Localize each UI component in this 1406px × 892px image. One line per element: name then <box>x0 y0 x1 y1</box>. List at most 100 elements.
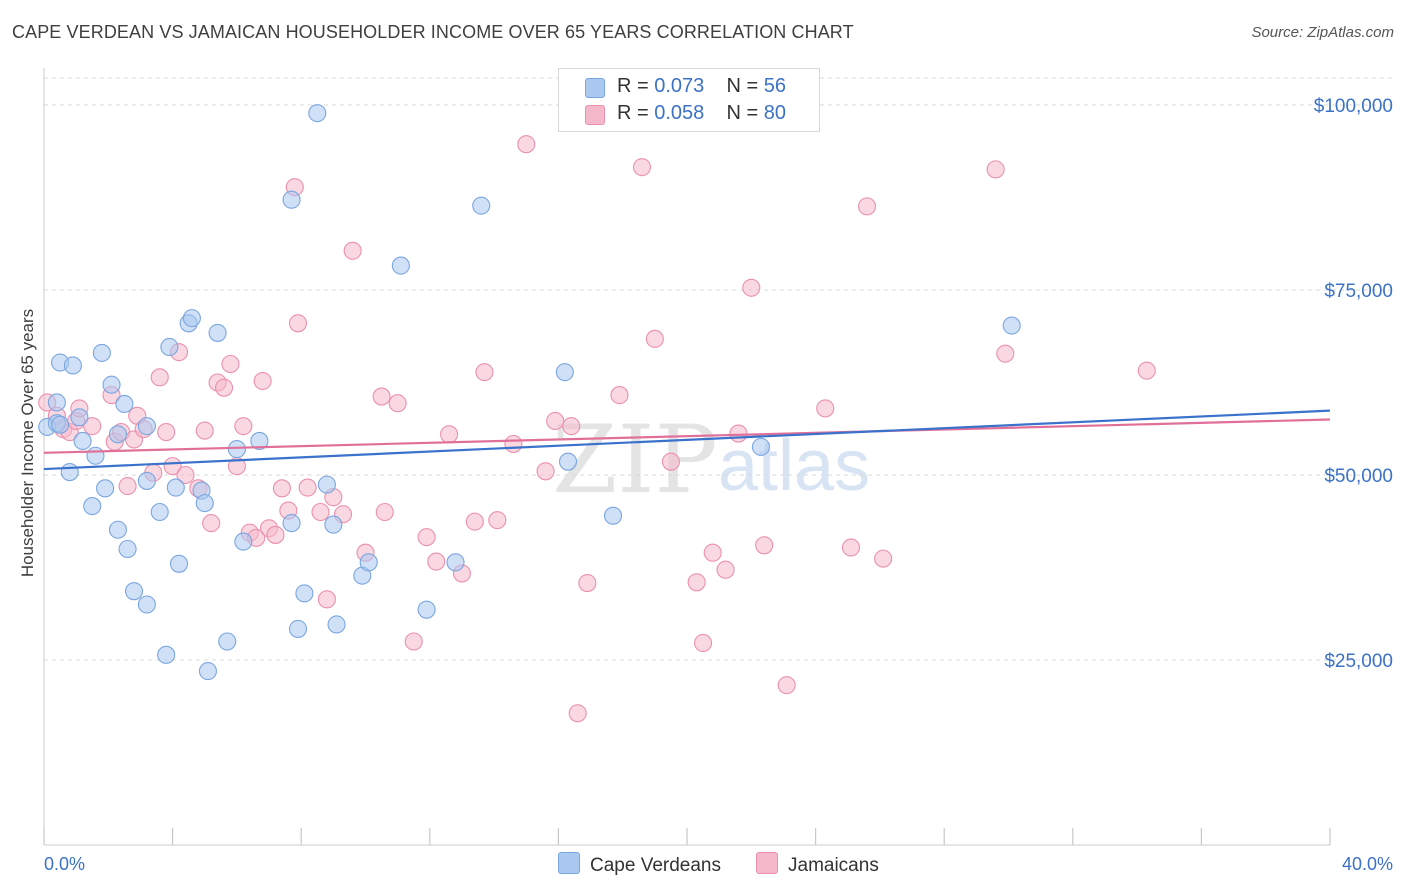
y-tick-label: $75,000 <box>1324 281 1393 302</box>
cape-verdeans-point <box>51 415 70 434</box>
jamaicans-point <box>440 425 459 444</box>
jamaicans-point <box>150 368 169 387</box>
cape-verdeans-point <box>70 408 89 427</box>
jamaicans-point <box>427 552 446 571</box>
cape-verdeans-point <box>558 452 578 471</box>
cape-verdeans-point <box>208 323 227 342</box>
jamaicans-point <box>755 536 774 555</box>
cape-verdeans-point <box>417 600 436 619</box>
legend-r-label: R = <box>617 102 649 124</box>
cape-verdeans-point <box>227 440 246 459</box>
jamaicans-point <box>578 573 597 593</box>
cape-verdeans-point <box>327 615 346 634</box>
jamaicans-point <box>694 633 713 653</box>
cape-verdeans-point <box>234 532 253 551</box>
y-tick-labels: $25,000 $50,000 $75,000 $100,000 <box>1314 96 1393 672</box>
jamaicans-point <box>465 512 484 531</box>
cape-verdeans-point <box>137 471 156 490</box>
cape-verdeans-point <box>751 437 770 456</box>
cape-verdeans-point <box>63 356 82 375</box>
jamaicans-point <box>1137 361 1156 380</box>
jamaicans-point <box>857 197 877 216</box>
jamaicans-point <box>234 417 253 436</box>
jamaicans-point <box>163 457 182 476</box>
cape-verdeans-point <box>555 363 574 382</box>
cape-verdeans-point <box>47 393 66 412</box>
jamaicans-point <box>214 378 234 397</box>
cape-verdeans-point <box>308 104 327 123</box>
jamaicans-point <box>777 676 796 695</box>
cape-verdeans-point <box>288 619 308 638</box>
jamaicans-point <box>253 371 272 391</box>
jamaicans-point <box>375 502 394 522</box>
cape-verdeans-point <box>83 497 102 516</box>
legend-swatch-pink <box>756 852 778 874</box>
jamaicans-point <box>288 314 308 333</box>
x-tick-label-max: 40.0% <box>1342 854 1393 874</box>
jamaicans-trend-line <box>43 418 1331 454</box>
jamaicans-point <box>841 538 861 557</box>
cape-verdeans-point <box>157 645 176 664</box>
legend-n-label: N = <box>726 102 759 124</box>
jamaicans-point <box>986 160 1005 179</box>
cape-verdeans-point <box>198 662 218 681</box>
cape-verdeans-points <box>38 104 1021 681</box>
cape-verdeans-point <box>137 417 156 436</box>
legend-swatch-blue <box>585 78 605 98</box>
cape-verdeans-point <box>1002 316 1021 335</box>
jamaicans-point <box>417 528 436 547</box>
cape-verdeans-point <box>391 256 410 275</box>
legend-label: Jamaicans <box>788 855 879 876</box>
cape-verdeans-point <box>86 446 105 465</box>
legend-swatch-blue <box>558 852 580 874</box>
jamaicans-point <box>298 478 317 497</box>
cape-verdeans-point <box>124 582 144 601</box>
jamaicans-point <box>266 525 285 544</box>
legend-n-value: 56 <box>763 75 787 97</box>
jamaicans-point <box>816 399 835 418</box>
jamaicans-point <box>703 543 722 562</box>
cape-verdeans-point <box>118 539 137 559</box>
jamaicans-point <box>404 632 423 651</box>
jamaicans-point <box>729 424 748 443</box>
cape-verdeans-trend-line <box>43 409 1331 471</box>
trend-lines <box>43 409 1331 471</box>
bottom-legend-jamaicans[interactable]: Jamaicans <box>756 852 879 876</box>
legend-label: Cape Verdeans <box>590 855 721 876</box>
cape-verdeans-point <box>108 425 127 444</box>
cape-verdeans-point <box>73 431 92 451</box>
jamaicans-point <box>195 421 214 440</box>
jamaicans-point <box>272 479 291 498</box>
jamaicans-point <box>661 452 680 471</box>
jamaicans-point <box>874 549 893 568</box>
cape-verdeans-point <box>166 478 185 497</box>
cape-verdeans-point <box>317 475 336 494</box>
legend-n-label: N = <box>726 75 759 97</box>
cape-verdeans-point <box>160 337 179 357</box>
bottom-legend-cape-verdeans[interactable]: Cape Verdeans <box>558 852 721 876</box>
cape-verdeans-point <box>195 494 214 513</box>
legend-n-value: 80 <box>763 102 787 124</box>
jamaicans-point <box>645 329 664 348</box>
jamaicans-point <box>311 502 330 522</box>
jamaicans-point <box>157 423 176 442</box>
source-note: Source: ZipAtlas.com <box>1251 24 1394 41</box>
jamaicans-point <box>996 344 1015 363</box>
y-tick-label: $50,000 <box>1324 466 1393 487</box>
jamaicans-point <box>118 477 137 496</box>
jamaicans-point <box>504 434 523 453</box>
cape-verdeans-point <box>169 554 189 573</box>
jamaicans-points <box>38 135 1156 723</box>
cape-verdeans-point <box>108 520 127 539</box>
cape-verdeans-point <box>96 479 115 498</box>
cape-verdeans-point <box>102 375 121 394</box>
jamaicans-point <box>317 590 336 609</box>
jamaicans-point <box>562 417 581 436</box>
jamaicans-point <box>221 354 240 374</box>
legend-r-value: 0.058 <box>654 102 705 124</box>
cape-verdeans-point <box>92 343 111 362</box>
legend-r-label: R = <box>617 75 649 97</box>
cape-verdeans-point <box>446 553 465 572</box>
cape-verdeans-point <box>604 506 623 525</box>
